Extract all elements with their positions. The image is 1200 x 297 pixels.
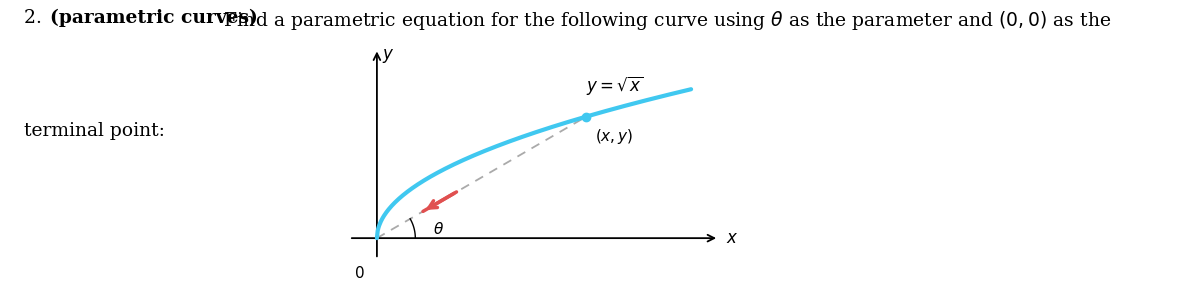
- Text: $\theta$: $\theta$: [433, 221, 444, 237]
- Text: $(x, y)$: $(x, y)$: [595, 127, 634, 146]
- Text: $0$: $0$: [354, 265, 365, 281]
- Text: Find a parametric equation for the following curve using $\theta$ as the paramet: Find a parametric equation for the follo…: [218, 9, 1111, 32]
- Text: $x$: $x$: [726, 230, 738, 247]
- Text: $y$: $y$: [382, 47, 395, 65]
- Text: terminal point:: terminal point:: [24, 122, 164, 140]
- Text: (parametric curves): (parametric curves): [50, 9, 258, 27]
- Text: 2.: 2.: [24, 9, 48, 27]
- Text: $y = \sqrt{x}$: $y = \sqrt{x}$: [587, 74, 643, 97]
